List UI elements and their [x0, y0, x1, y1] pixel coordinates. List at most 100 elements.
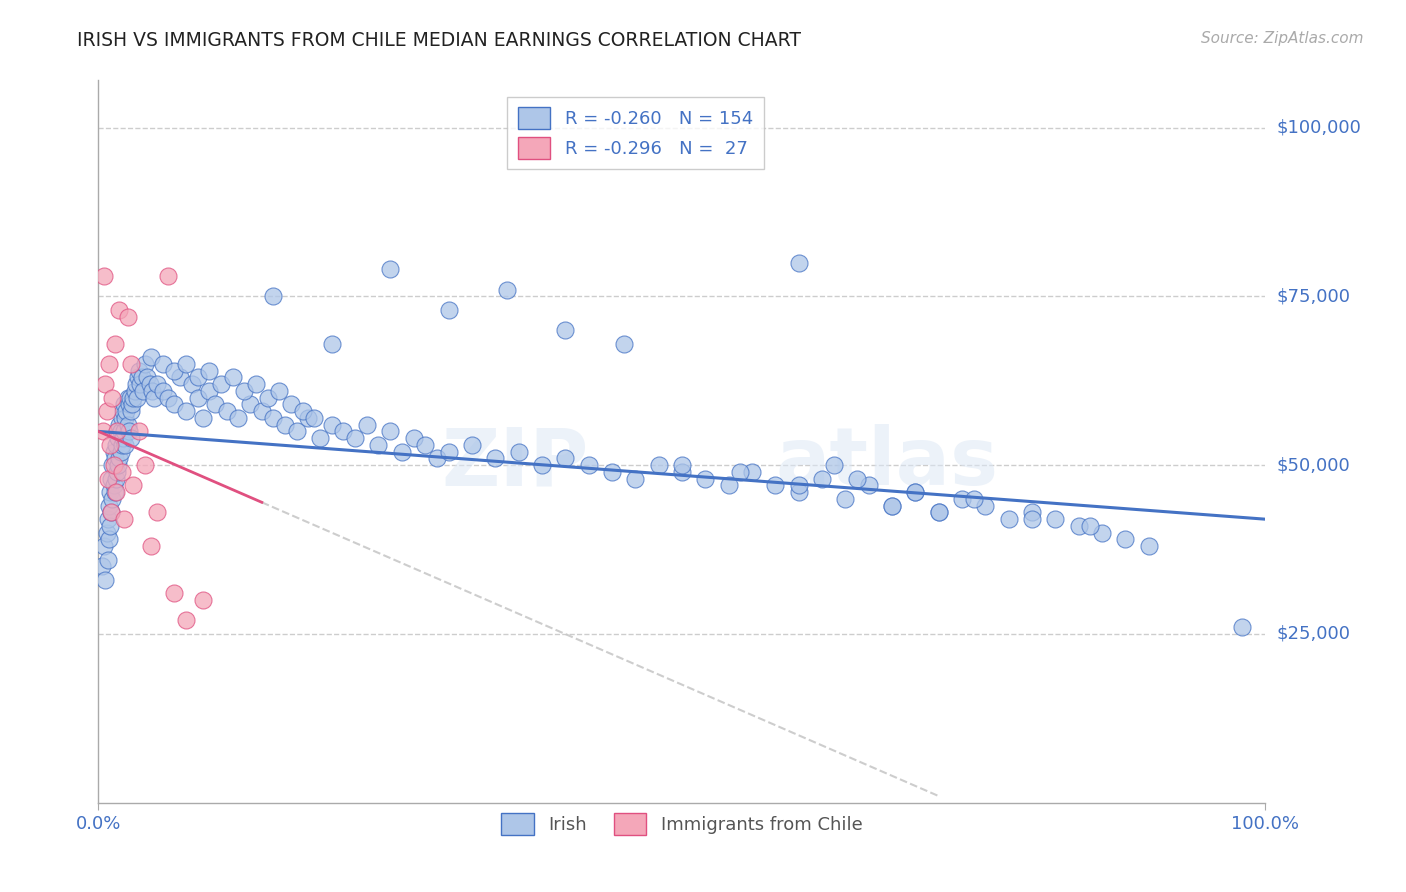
Point [671, 458, 693, 472]
Point [530, 458, 553, 472]
Point [134, 357, 156, 371]
Point [111, 465, 134, 479]
Point [858, 478, 880, 492]
Point [108, 302, 131, 317]
Point [146, 377, 169, 392]
Point [846, 472, 869, 486]
Point [1230, 620, 1253, 634]
Point [129, 377, 152, 392]
Point [269, 384, 291, 398]
Point [103, 478, 125, 492]
Point [496, 283, 519, 297]
Point [209, 377, 232, 392]
Point [105, 465, 128, 479]
Point [834, 491, 856, 506]
Point [671, 465, 693, 479]
Point [280, 397, 302, 411]
Point [763, 478, 786, 492]
Point [484, 451, 506, 466]
Point [96, 404, 118, 418]
Point [250, 404, 273, 418]
Point [94, 573, 117, 587]
Point [139, 377, 162, 392]
Point [367, 438, 389, 452]
Point [928, 505, 950, 519]
Point [174, 404, 197, 418]
Point [120, 357, 142, 371]
Point [143, 391, 166, 405]
Point [380, 262, 402, 277]
Point [233, 384, 256, 398]
Point [174, 357, 197, 371]
Text: $25,000: $25,000 [1277, 625, 1351, 643]
Point [1137, 539, 1160, 553]
Point [730, 465, 752, 479]
Point [128, 364, 150, 378]
Point [112, 397, 135, 411]
Point [120, 431, 142, 445]
Point [163, 364, 186, 378]
Point [262, 411, 284, 425]
Point [198, 384, 221, 398]
Point [104, 485, 127, 500]
Point [132, 384, 155, 398]
Point [391, 444, 413, 458]
Point [787, 255, 810, 269]
Point [104, 472, 127, 486]
Point [101, 391, 124, 405]
Point [117, 310, 139, 324]
Point [321, 417, 343, 432]
Point [100, 505, 122, 519]
Point [245, 377, 267, 392]
Point [193, 411, 215, 425]
Point [111, 431, 134, 445]
Point [1021, 505, 1043, 519]
Point [117, 417, 139, 432]
Point [108, 417, 131, 432]
Point [904, 485, 927, 500]
Point [1114, 533, 1136, 547]
Point [128, 425, 150, 439]
Point [98, 485, 121, 500]
Point [221, 370, 243, 384]
Point [741, 465, 763, 479]
Point [787, 478, 810, 492]
Point [104, 485, 127, 500]
Point [93, 269, 115, 284]
Point [174, 614, 197, 628]
Point [104, 451, 127, 466]
Point [647, 458, 669, 472]
Point [695, 472, 717, 486]
Point [136, 370, 159, 384]
Point [157, 391, 180, 405]
Point [332, 425, 354, 439]
Point [239, 397, 262, 411]
Point [97, 357, 120, 371]
Point [100, 472, 122, 486]
Point [508, 444, 530, 458]
Point [125, 377, 148, 392]
Text: $50,000: $50,000 [1277, 456, 1350, 475]
Point [256, 391, 278, 405]
Point [578, 458, 600, 472]
Point [97, 512, 120, 526]
Point [121, 397, 143, 411]
Point [93, 539, 115, 553]
Point [1045, 512, 1067, 526]
Point [823, 458, 845, 472]
Point [152, 384, 174, 398]
Point [122, 478, 145, 492]
Point [344, 431, 367, 445]
Point [228, 411, 250, 425]
Point [97, 472, 120, 486]
Point [91, 425, 114, 439]
Point [98, 519, 121, 533]
Point [103, 444, 125, 458]
Point [413, 438, 436, 452]
Point [96, 525, 118, 540]
Point [107, 458, 129, 472]
Point [402, 431, 425, 445]
Point [107, 431, 129, 445]
Text: ZIP: ZIP [441, 425, 589, 502]
Point [193, 593, 215, 607]
